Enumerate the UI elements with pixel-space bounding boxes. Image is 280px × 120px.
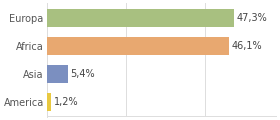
Text: 46,1%: 46,1% bbox=[232, 41, 262, 51]
Text: 5,4%: 5,4% bbox=[70, 69, 95, 79]
Bar bbox=[46, 37, 229, 55]
Text: 47,3%: 47,3% bbox=[237, 13, 267, 23]
Bar bbox=[46, 93, 51, 111]
Bar bbox=[46, 65, 68, 83]
Bar bbox=[46, 9, 234, 27]
Text: 1,2%: 1,2% bbox=[54, 97, 78, 107]
